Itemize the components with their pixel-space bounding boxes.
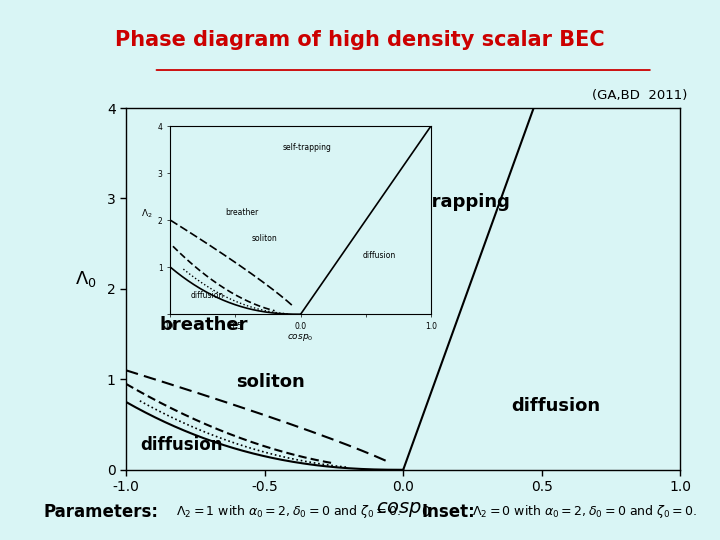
Text: $\Lambda_2 = 0$ with $\alpha_0 = 2, \delta_0 = 0$ and $\zeta_0 = 0$.: $\Lambda_2 = 0$ with $\alpha_0 = 2, \del… <box>472 503 697 521</box>
Text: (GA,BD  2011): (GA,BD 2011) <box>593 89 688 102</box>
Text: Parameters:: Parameters: <box>43 503 158 521</box>
Text: self-trapping: self-trapping <box>379 193 510 212</box>
Text: breather: breather <box>159 315 248 334</box>
Text: Phase diagram of high density scalar BEC: Phase diagram of high density scalar BEC <box>115 30 605 50</box>
Text: soliton: soliton <box>235 373 305 390</box>
Text: diffusion: diffusion <box>511 397 600 415</box>
Text: diffusion: diffusion <box>140 436 222 454</box>
Y-axis label: $\Lambda_0$: $\Lambda_0$ <box>75 269 96 289</box>
Text: $\Lambda_2 = 1$ with $\alpha_0 = 2, \delta_0 = 0$ and $\zeta_0 = 0$.: $\Lambda_2 = 1$ with $\alpha_0 = 2, \del… <box>176 503 402 521</box>
X-axis label: $cosp_0$: $cosp_0$ <box>376 500 431 519</box>
Text: Inset:: Inset: <box>421 503 475 521</box>
